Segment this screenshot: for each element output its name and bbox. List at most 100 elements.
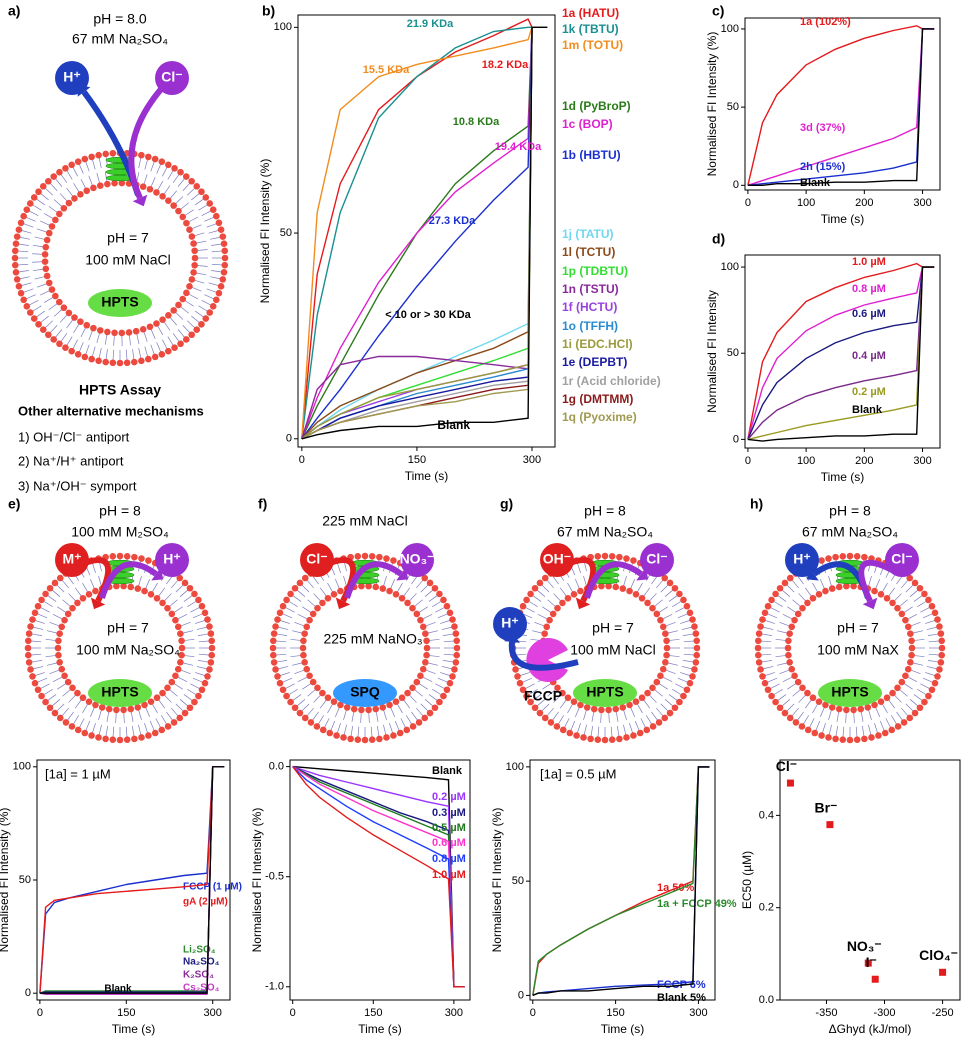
inside-condition: 100 mM NaCl	[85, 252, 171, 268]
lipid-head	[931, 609, 939, 617]
lipid-head	[139, 326, 147, 333]
lipid-head	[171, 344, 178, 352]
lipid-tail	[45, 320, 54, 328]
panel-label: c)	[712, 3, 724, 19]
lipid-head	[296, 579, 304, 587]
lipid-head	[643, 726, 651, 734]
lipid-tail	[206, 223, 217, 228]
lipid-head	[358, 706, 365, 714]
lipid-head	[158, 158, 166, 165]
lipid-head	[27, 623, 34, 630]
lipid-head	[30, 194, 38, 201]
lipid-tail	[896, 711, 903, 721]
lipid-tail	[428, 662, 439, 666]
lipid-tail	[389, 723, 393, 733]
lipid-tail	[617, 725, 620, 736]
lipid-tail	[194, 232, 205, 237]
lipid-tail	[552, 575, 559, 585]
ion	[885, 543, 919, 577]
lipid-tail	[875, 578, 881, 589]
annotation: 15.5 KDa	[363, 64, 410, 76]
lipid-head	[96, 327, 104, 334]
lipid-head	[937, 659, 945, 666]
lipid-tail	[537, 589, 546, 597]
lipid-tail	[383, 724, 387, 735]
lipid-head	[921, 698, 928, 706]
annotation: [1a] = 1 µM	[45, 766, 111, 781]
lipid-head	[757, 623, 764, 630]
lipid-head	[754, 637, 762, 645]
x-tick-label: 150	[408, 454, 426, 466]
ion	[493, 607, 527, 641]
lipid-tail	[174, 683, 183, 690]
lipid-head	[174, 623, 182, 631]
lipid-tail	[47, 694, 57, 701]
lipid-tail	[145, 707, 151, 718]
lipid-head	[220, 240, 228, 248]
lipid-head	[925, 692, 932, 700]
lipid-tail	[419, 683, 428, 690]
lipid-head	[38, 596, 45, 604]
lipid-head	[553, 723, 561, 730]
lipid-head	[90, 324, 97, 332]
lipid-tail	[278, 626, 289, 630]
lipid-head	[25, 630, 33, 637]
lipid-tail	[195, 620, 205, 624]
series-label: Blank 5%	[657, 992, 706, 1004]
series-label: Blank	[800, 177, 831, 189]
lipid-head	[612, 705, 620, 713]
lipid-head	[636, 729, 644, 737]
lipid-head	[686, 679, 694, 687]
lipid-tail	[643, 587, 651, 597]
lipid-tail	[437, 677, 448, 683]
lipid-head	[146, 323, 154, 331]
lipid-head	[56, 630, 63, 638]
lipid-head	[889, 599, 896, 607]
lipid-tail	[901, 580, 909, 589]
lipid-tail	[683, 653, 694, 656]
series-label: 0.6 µM	[432, 837, 466, 849]
lipid-tail	[187, 601, 197, 608]
lipid-tail	[288, 601, 298, 608]
lipid-tail	[779, 622, 790, 627]
lipid-tail	[145, 578, 151, 589]
panel-label: g)	[500, 496, 513, 512]
inside-condition: 100 mM Na₂SO₄	[76, 642, 180, 658]
lipid-head	[145, 355, 152, 363]
lipid-head	[894, 604, 901, 612]
lipid-head	[791, 616, 798, 624]
lipid-head	[24, 651, 32, 659]
lipid-head	[431, 704, 439, 712]
lipid-tail	[79, 164, 84, 174]
lipid-head	[74, 158, 82, 165]
lipid-tail	[195, 672, 205, 676]
lipid-head	[683, 602, 691, 610]
lipid-head	[56, 340, 63, 348]
lipid-head	[415, 719, 423, 726]
lipid-tail	[855, 726, 858, 737]
lipid-head	[843, 582, 850, 590]
lipid-head	[663, 644, 671, 652]
lipid-tail	[357, 726, 360, 737]
lipid-head	[691, 623, 698, 630]
lipid-tail	[432, 688, 442, 695]
lipid-head	[164, 684, 171, 692]
lipid-tail	[68, 695, 76, 703]
lipid-tail	[129, 335, 131, 346]
lipid-tail	[634, 720, 640, 731]
lipid-tail	[43, 213, 53, 219]
lipid-tail	[61, 580, 69, 589]
lipid-tail	[909, 699, 918, 707]
lipid-head	[191, 254, 199, 262]
lipid-head	[104, 180, 111, 188]
lipid-head	[541, 714, 549, 722]
lipid-tail	[797, 711, 804, 721]
lipid-head	[219, 233, 227, 240]
lipid-head	[761, 609, 769, 617]
lipid-tail	[191, 193, 200, 201]
lipid-tail	[894, 593, 902, 601]
lipid-tail	[643, 699, 651, 709]
lipid-head	[138, 151, 145, 159]
lipid-head	[383, 734, 390, 741]
lipid-head	[42, 243, 50, 251]
